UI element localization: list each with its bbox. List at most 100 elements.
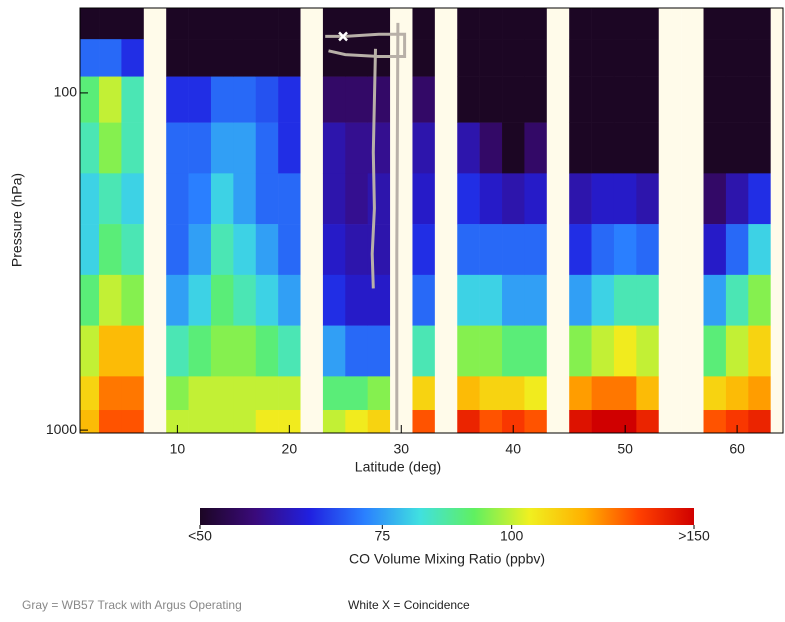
heat-cell [748, 376, 771, 411]
heat-cell [210, 274, 234, 326]
heat-cell [412, 122, 436, 174]
heat-cell [99, 76, 122, 123]
missing-column [143, 8, 167, 433]
heat-cell [725, 39, 749, 77]
heat-cell [278, 8, 301, 40]
x-axis-label: Latitude (deg) [355, 459, 441, 475]
heat-cell [479, 224, 503, 276]
heat-cell [703, 410, 727, 433]
heat-cell [412, 410, 436, 433]
heat-cell [367, 325, 391, 377]
heat-cell [725, 122, 749, 174]
heat-cell [322, 76, 346, 123]
heat-cell [322, 376, 346, 411]
heat-cell [278, 274, 301, 326]
heat-cell [345, 274, 368, 326]
heat-cell [748, 274, 771, 326]
heat-cell [233, 76, 257, 123]
heat-cell [591, 274, 615, 326]
heat-cell [502, 8, 525, 40]
heat-cell [99, 376, 122, 411]
heat-cell [524, 325, 548, 377]
heat-cell [457, 274, 480, 326]
heat-cell [121, 76, 145, 123]
heat-cell [591, 173, 615, 225]
heat-cell [233, 325, 257, 377]
colorbar-label: CO Volume Mixing Ratio (ppbv) [349, 551, 545, 567]
heat-cell [502, 325, 525, 377]
heat-cell [569, 8, 592, 40]
heat-cell [278, 39, 301, 77]
heat-cell [613, 224, 637, 276]
heat-cell [524, 274, 548, 326]
heat-cell [166, 76, 189, 123]
heat-cell [278, 410, 301, 433]
heat-cell [591, 410, 615, 433]
heat-cell [121, 8, 145, 40]
heat-cell [233, 39, 257, 77]
heat-cell [524, 173, 548, 225]
heat-cell [278, 122, 301, 174]
heat-cell [367, 274, 391, 326]
heat-cell [591, 325, 615, 377]
missing-column [546, 8, 570, 433]
heat-cell [524, 410, 548, 433]
heat-cell [479, 274, 503, 326]
heat-cell [367, 376, 391, 411]
heat-cell [255, 376, 279, 411]
x-tick-label: 40 [505, 441, 521, 457]
heat-cell [613, 8, 637, 40]
heat-cell [80, 8, 100, 40]
heat-cell [412, 8, 436, 40]
heat-cell [569, 410, 592, 433]
heat-cell [278, 173, 301, 225]
heat-cell [613, 410, 637, 433]
heat-cell [636, 325, 660, 377]
heat-cell [703, 325, 727, 377]
heat-cell [188, 376, 212, 411]
heat-cell [748, 410, 771, 433]
x-tick-label: 30 [393, 441, 409, 457]
heat-cell [569, 76, 592, 123]
heat-cell [345, 173, 368, 225]
heat-cell [367, 173, 391, 225]
heat-cell [569, 376, 592, 411]
heat-cell [345, 410, 368, 433]
heat-cell [703, 173, 727, 225]
heat-cell [210, 8, 234, 40]
heat-cell [210, 122, 234, 174]
coincidence-note: White X = Coincidence [348, 598, 470, 612]
heat-cell [412, 376, 436, 411]
heat-cell [457, 122, 480, 174]
heat-cell [748, 39, 771, 77]
heat-cell [166, 122, 189, 174]
colorbar-tick-label: 100 [500, 528, 524, 544]
heat-cell [457, 325, 480, 377]
heat-cell [322, 173, 346, 225]
heat-cell [80, 376, 100, 411]
heat-cell [636, 76, 660, 123]
heat-cell [479, 410, 503, 433]
heat-cell [725, 173, 749, 225]
heat-cell [345, 122, 368, 174]
heat-cell [725, 224, 749, 276]
heat-cell [188, 8, 212, 40]
heat-cell [479, 325, 503, 377]
heat-cell [748, 224, 771, 276]
plot-area [80, 8, 783, 433]
heat-cell [479, 376, 503, 411]
heat-cell [479, 122, 503, 174]
heat-cell [636, 274, 660, 326]
heat-cell [457, 39, 480, 77]
heat-cell [233, 376, 257, 411]
heat-cell [233, 8, 257, 40]
heat-cell [725, 410, 749, 433]
heat-cell [636, 224, 660, 276]
heat-cell [502, 76, 525, 123]
heat-cell [255, 76, 279, 123]
heat-cell [748, 122, 771, 174]
heat-cell [188, 224, 212, 276]
heat-cell [613, 39, 637, 77]
heat-cell [569, 224, 592, 276]
